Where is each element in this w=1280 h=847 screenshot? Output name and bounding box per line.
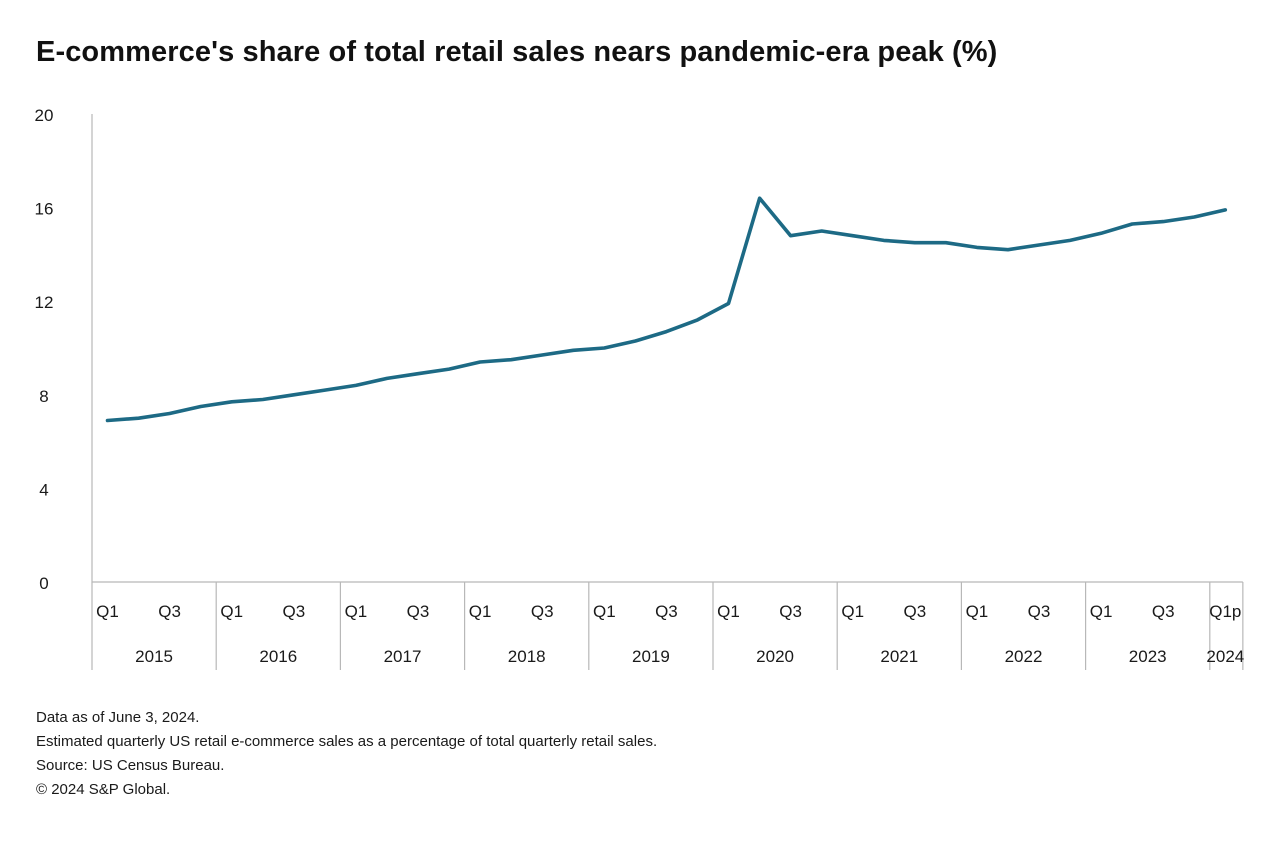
x-tick-label: Q3 (779, 602, 802, 621)
data-point (1223, 208, 1227, 212)
x-year-label: 2017 (384, 647, 422, 666)
data-point (292, 393, 296, 397)
data-point (820, 229, 824, 233)
x-year-label: 2018 (508, 647, 546, 666)
y-axis: 0 4 8 12 16 20 (35, 106, 93, 593)
data-point (975, 245, 979, 249)
y-tick-label: 12 (35, 293, 54, 312)
y-tick-label: 0 (39, 574, 48, 593)
data-point (571, 348, 575, 352)
x-tick-label: Q3 (1152, 602, 1175, 621)
x-tick-label: Q1 (96, 602, 119, 621)
data-point (789, 234, 793, 238)
data-point (1161, 220, 1165, 224)
description-note: Estimated quarterly US retail e-commerce… (36, 733, 658, 750)
x-tick-label: Q1 (841, 602, 864, 621)
x-tick-label: Q1 (345, 602, 368, 621)
data-point (758, 196, 762, 200)
data-point (696, 318, 700, 322)
data-point (385, 376, 389, 380)
x-year-label: 2022 (1005, 647, 1043, 666)
data-point (944, 241, 948, 245)
x-tick-label: Q3 (158, 602, 181, 621)
data-point (1130, 222, 1134, 226)
data-point (602, 346, 606, 350)
data-date-note: Data as of June 3, 2024. (36, 709, 200, 726)
data-point (913, 241, 917, 245)
copyright-note: © 2024 S&P Global. (36, 781, 171, 798)
data-point (1099, 231, 1103, 235)
data-point (478, 360, 482, 364)
data-point (1006, 248, 1010, 252)
data-point (416, 372, 420, 376)
data-point (199, 405, 203, 409)
footnotes: Data as of June 3, 2024. Estimated quart… (36, 706, 657, 802)
data-point (261, 398, 265, 402)
x-tick-label: Q3 (903, 602, 926, 621)
x-tick-label: Q1 (1090, 602, 1113, 621)
x-tick-label: Q3 (407, 602, 430, 621)
data-point (882, 238, 886, 242)
data-point (509, 358, 513, 362)
x-year-label: 2016 (259, 647, 297, 666)
data-point (664, 330, 668, 334)
x-year-label: 2024 (1206, 647, 1244, 666)
x-tick-label: Q1 (717, 602, 740, 621)
data-point (540, 353, 544, 357)
y-tick-label: 20 (35, 106, 54, 125)
data-point (633, 339, 637, 343)
y-tick-label: 16 (35, 200, 54, 219)
x-axis: Q1 Q3 Q1 Q3 Q1 Q3 Q1 Q3 Q1 Q3 Q1 Q3 Q1 Q3 Q1 Q3 Q1 Q3 Q1p 2… (91, 581, 1244, 670)
x-tick-label: Q1p (1209, 602, 1241, 621)
data-point (230, 400, 234, 404)
data-point (851, 234, 855, 238)
series-line (105, 196, 1228, 423)
data-point (323, 388, 327, 392)
x-tick-label: Q1 (593, 602, 616, 621)
data-point (354, 383, 358, 387)
data-point (1192, 215, 1196, 219)
x-tick-label: Q3 (1028, 602, 1051, 621)
data-point (106, 419, 110, 423)
series-layer (105, 196, 1228, 423)
data-point (727, 302, 731, 306)
x-tick-label: Q1 (469, 602, 492, 621)
x-year-label: 2019 (632, 647, 670, 666)
y-tick-label: 8 (39, 387, 48, 406)
source-note: Source: US Census Bureau. (36, 757, 225, 774)
x-tick-label: Q3 (655, 602, 678, 621)
x-year-label: 2021 (880, 647, 918, 666)
x-year-label: 2023 (1129, 647, 1167, 666)
chart-title: E-commerce's share of total retail sales… (36, 36, 998, 68)
x-year-label: 2020 (756, 647, 794, 666)
data-point (137, 416, 141, 420)
x-tick-label: Q3 (282, 602, 305, 621)
x-tick-label: Q3 (531, 602, 554, 621)
data-point (447, 367, 451, 371)
y-tick-label: 4 (39, 480, 48, 499)
x-tick-label: Q1 (220, 602, 243, 621)
data-point (1068, 238, 1072, 242)
x-year-label: 2015 (135, 647, 173, 666)
data-point (1037, 243, 1041, 247)
x-tick-label: Q1 (966, 602, 989, 621)
data-point (168, 412, 172, 416)
